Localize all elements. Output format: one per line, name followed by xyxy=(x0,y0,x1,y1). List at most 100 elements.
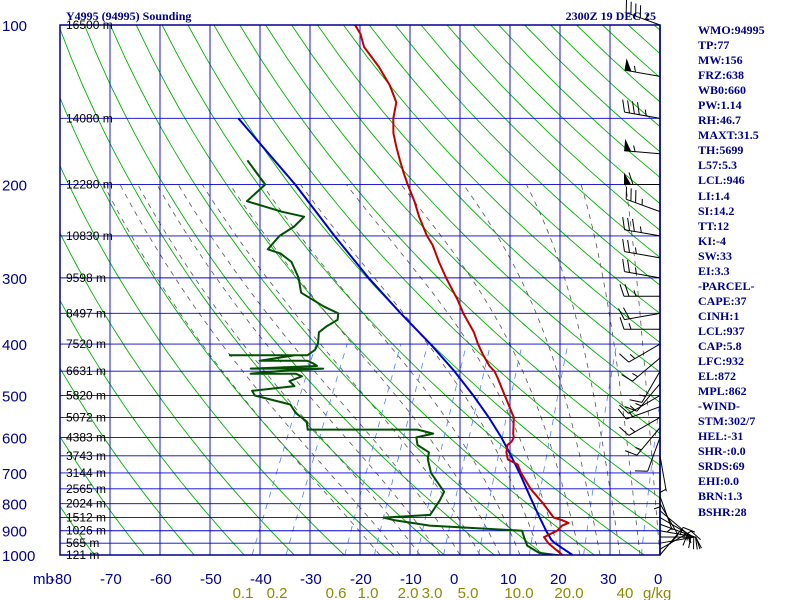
moist-adiabat xyxy=(177,184,461,555)
height-label: 6631 m xyxy=(66,364,106,378)
index-panel: WMO:94995 TP:77 MW:156 FRZ:638 WB0:660 PW:1.1… xyxy=(698,23,800,520)
chart-title: Y4995 (94995) Sounding xyxy=(66,9,192,23)
moist-adiabat xyxy=(625,184,660,555)
moist-adiabat xyxy=(400,184,581,555)
temperature-tick-label: 0 xyxy=(654,571,662,588)
mixing-ratio-tick-label: 10.0 xyxy=(504,585,533,600)
wind-barb xyxy=(624,58,661,77)
height-label: 5072 m xyxy=(66,410,106,424)
index-line: LFC:932 xyxy=(698,354,744,369)
temperature-tick-label: 30 xyxy=(600,571,617,588)
wind-barb xyxy=(653,472,661,510)
index-line: TH:5699 xyxy=(698,143,744,158)
wind-barb xyxy=(659,503,679,545)
temperature-tick-label: -80 xyxy=(50,571,72,588)
index-line: SI:14.2 xyxy=(698,203,735,218)
index-line: CINH:1 xyxy=(698,308,740,323)
index-line: TP:77 xyxy=(698,38,730,53)
pressure-tick-label: 500 xyxy=(2,389,27,406)
height-label: 2565 m xyxy=(66,482,106,496)
index-line: MAXT:31.5 xyxy=(698,128,759,143)
height-label: 14080 m xyxy=(66,111,113,125)
wind-barb xyxy=(624,427,661,456)
height-label: 4383 m xyxy=(66,430,106,444)
temperature-tick-label: -60 xyxy=(150,571,172,588)
index-line: EI:3.3 xyxy=(698,263,730,278)
temperature-tick-label: 0 xyxy=(450,571,458,588)
index-line: FRZ:638 xyxy=(698,68,744,83)
moist-adiabat xyxy=(119,184,401,555)
wind-barb xyxy=(619,317,661,330)
pressure-tick-label: 200 xyxy=(2,178,27,195)
moist-adiabat xyxy=(201,184,481,555)
height-label: 565 m xyxy=(66,536,99,550)
wind-barb xyxy=(659,496,673,533)
index-line: SHR-:0.0 xyxy=(698,444,746,459)
wind-barb xyxy=(659,510,689,546)
mixing-ratio-tick-label: 5.0 xyxy=(458,585,479,600)
height-label: 9598 m xyxy=(66,271,106,285)
temperature-trace xyxy=(354,25,570,555)
index-line: SRDS:69 xyxy=(698,459,745,474)
dewpoint-trace xyxy=(228,159,564,555)
height-label: 8497 m xyxy=(66,306,106,320)
index-line: LI:1.4 xyxy=(698,188,730,203)
wind-barb xyxy=(625,0,661,26)
moist-adiabat xyxy=(300,184,541,555)
height-label: 16500 m xyxy=(66,18,113,32)
mixing-ratio-tick-label: 40 xyxy=(617,585,634,600)
parcel-trace xyxy=(237,117,574,555)
pressure-tick-label: 400 xyxy=(2,337,27,354)
wind-barb xyxy=(619,343,661,363)
wind-barbs xyxy=(617,0,702,556)
pressure-tick-label: 1000 xyxy=(2,548,35,565)
dry-adiabat xyxy=(135,25,595,555)
wind-barb xyxy=(622,259,661,279)
valid-time: 2300Z 19 DEC 25 xyxy=(565,9,656,23)
temperature-tick-label: -40 xyxy=(250,571,272,588)
moist-adiabat xyxy=(103,184,381,555)
height-label: 12280 m xyxy=(66,178,113,192)
wind-barb xyxy=(623,172,661,186)
index-line: BRN:1.3 xyxy=(698,489,743,504)
height-label: 10830 m xyxy=(66,229,113,243)
wind-barb xyxy=(617,406,661,420)
moist-adiabat xyxy=(580,184,641,555)
temperature-tick-label: -70 xyxy=(100,571,122,588)
pressure-tick-label: 300 xyxy=(2,271,27,288)
wind-barb xyxy=(618,307,661,321)
index-line: WMO:94995 xyxy=(698,23,765,37)
index-line: LCL:937 xyxy=(698,323,745,338)
mixing-ratio-tick-label: 0.6 xyxy=(326,585,347,600)
pressure-tick-label: 100 xyxy=(2,18,27,35)
index-line: STM:302/7 xyxy=(698,414,756,429)
temperature-tick-label: -50 xyxy=(200,571,222,588)
temperature-tick-label: -10 xyxy=(400,571,422,588)
mixing-ratio-tick-label: 2.0 xyxy=(398,585,419,600)
y-unit-label: mb xyxy=(33,571,54,588)
chart-frame xyxy=(59,24,661,556)
index-line: TT:12 xyxy=(698,218,730,233)
temperature-tick-label: -20 xyxy=(350,571,372,588)
chart-traces xyxy=(228,25,574,555)
height-label: 1026 m xyxy=(66,524,106,538)
mixing-ratio-unit: g/kg xyxy=(643,585,671,600)
dry-adiabat xyxy=(60,232,295,555)
index-line: SW:33 xyxy=(698,248,733,263)
index-line: MPL:862 xyxy=(698,384,747,399)
index-line: EHI:0.0 xyxy=(698,474,740,489)
wind-barb xyxy=(622,239,661,259)
wind-barb xyxy=(629,370,661,403)
height-label: 121 m xyxy=(66,548,99,562)
mixing-ratio-tick-label: 0.1 xyxy=(233,585,254,600)
wind-barb xyxy=(625,186,661,213)
temperature-tick-label: 20 xyxy=(550,571,567,588)
index-line: CAP:5.8 xyxy=(698,338,742,353)
chart-grid xyxy=(60,25,660,555)
index-line: HEL:-31 xyxy=(698,429,744,444)
mixing-ratio-line xyxy=(344,343,402,555)
index-line: -WIND- xyxy=(698,399,740,414)
dry-adiabat xyxy=(187,25,660,533)
mixing-ratio-line xyxy=(285,343,348,555)
